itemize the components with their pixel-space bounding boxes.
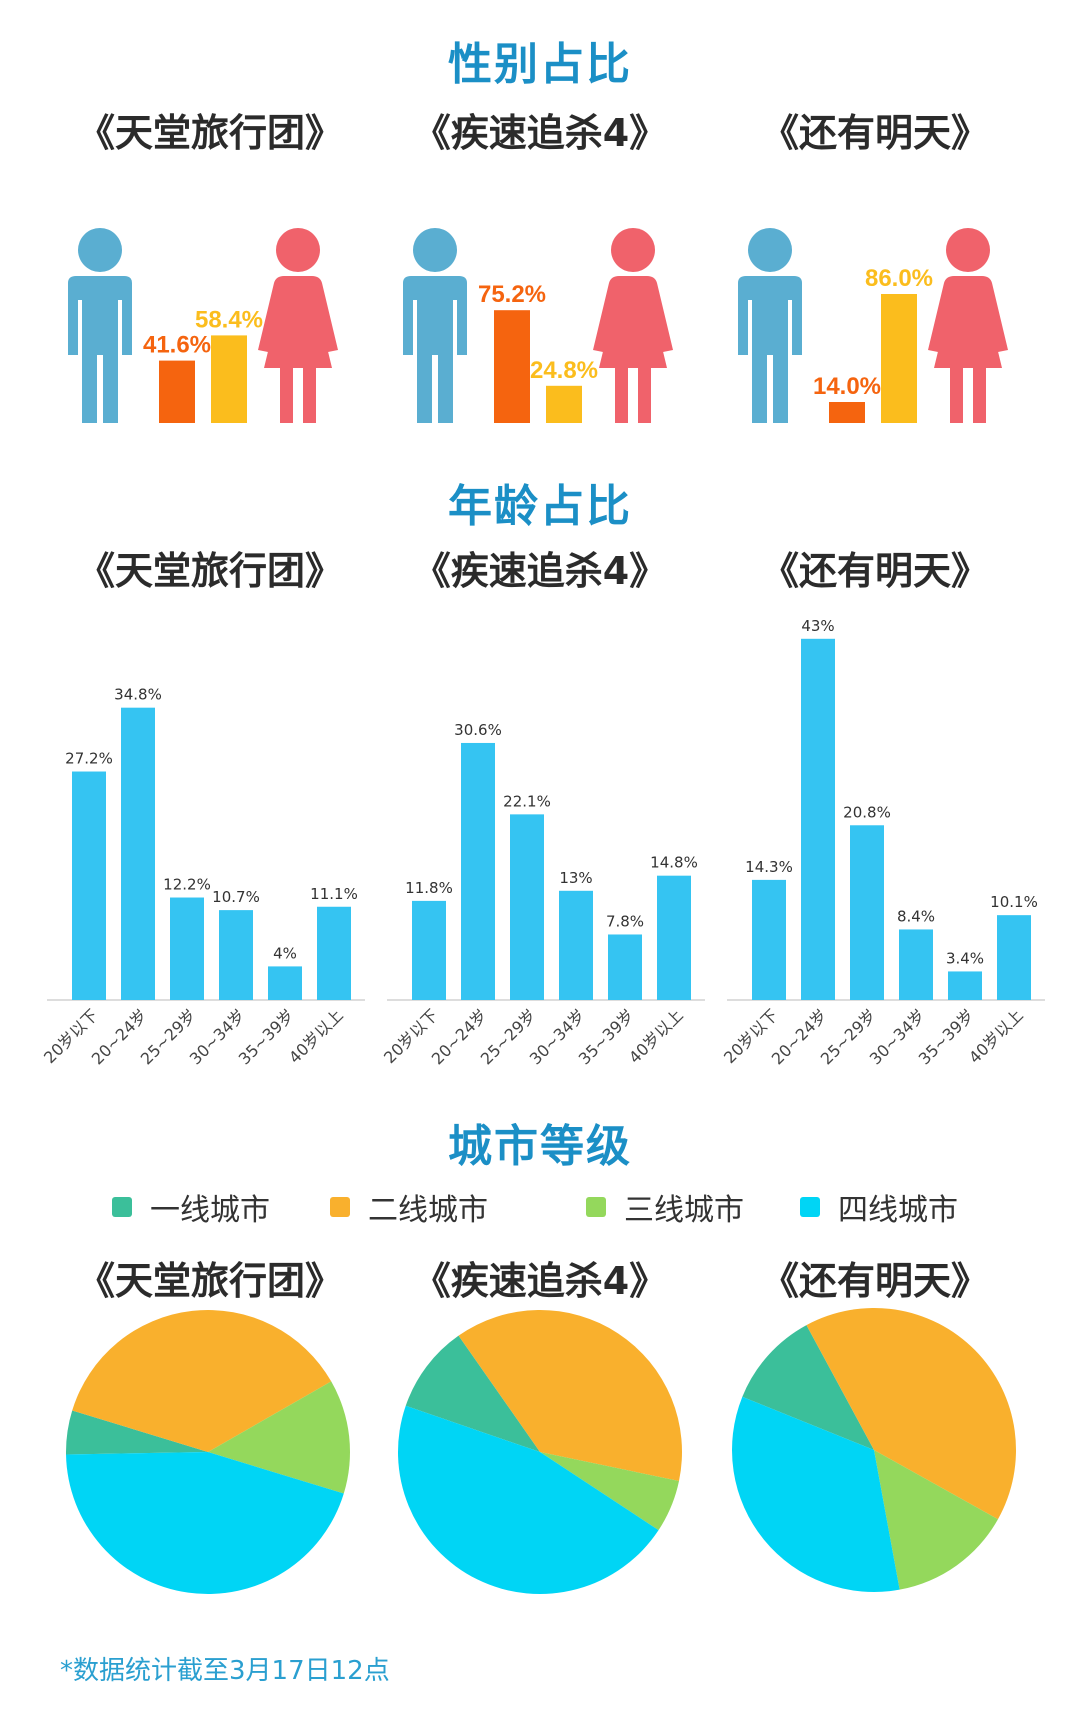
age-bar-label: 20.8% [843, 803, 891, 821]
gender-section-title: 性别占比 [448, 39, 632, 90]
female-bar [546, 385, 582, 423]
pie-slice [72, 1310, 332, 1452]
pie-slice [540, 1452, 679, 1531]
male-bar-label: 14.0% [813, 373, 881, 400]
male-icon [738, 228, 802, 423]
gender-film-title-1: 《天堂旅行团》 [76, 111, 343, 155]
age-bar [317, 906, 351, 1000]
age-bar-label: 11.8% [405, 879, 453, 897]
age-chart: 27.2%20岁以下34.8%20~24岁12.2%25~29岁10.7%30~… [40, 617, 1045, 1068]
age-bar [752, 879, 786, 1000]
city-film-title-2: 《疾速追杀4》 [412, 1259, 668, 1303]
age-bar [850, 825, 884, 1000]
age-bar-label: 11.1% [310, 885, 358, 903]
age-bar [72, 771, 106, 1000]
female-bar-label: 86.0% [865, 265, 933, 292]
age-section-title: 年龄占比 [448, 481, 632, 532]
age-bar [461, 742, 495, 1000]
male-bar [494, 310, 530, 423]
pie-slice [405, 1335, 540, 1452]
footnote: *数据统计截至3月17日12点 [60, 1656, 390, 1686]
age-bar [412, 900, 446, 1000]
age-bar-label: 22.1% [503, 792, 551, 810]
age-bar [268, 966, 302, 1000]
age-bar-label: 14.3% [745, 858, 793, 876]
pie-slice [208, 1381, 350, 1494]
legend-label-tier1: 一线城市 [150, 1193, 270, 1228]
male-bar [159, 360, 195, 423]
pie-slice [66, 1410, 208, 1455]
age-bar [170, 897, 204, 1000]
city-film-title-1: 《天堂旅行团》 [76, 1259, 343, 1303]
female-bar-label: 24.8% [530, 357, 598, 384]
age-bar-label: 12.2% [163, 876, 211, 894]
female-icon [258, 228, 338, 423]
gender-chart: 41.6%58.4% 75.2% 24.8% 14.0% 86.0% [68, 228, 1008, 423]
city-pie-charts [66, 1308, 1017, 1595]
pie-slice [397, 1405, 659, 1595]
city-legend: 一线城市 二线城市 三线城市 四线城市 [0, 1185, 1080, 1228]
male-bar-label: 75.2% [478, 281, 546, 308]
age-bar-label: 10.7% [212, 888, 260, 906]
legend-item-tier4: 四线城市 [800, 1185, 958, 1229]
legend-item-tier1: 一线城市 [112, 1185, 270, 1229]
age-bar [801, 638, 835, 1000]
age-tick-label: 40岁以上 [285, 1005, 347, 1067]
age-tick-label: 40岁以上 [625, 1005, 687, 1067]
age-bar-label: 30.6% [454, 721, 502, 739]
age-bar [510, 814, 544, 1000]
age-bar-label: 3.4% [946, 949, 984, 967]
age-bar [997, 915, 1031, 1000]
legend-label-tier3: 三线城市 [624, 1193, 744, 1228]
pie-slice [458, 1310, 682, 1482]
legend-swatch-tier4 [800, 1197, 820, 1217]
pie-slice [806, 1308, 1017, 1520]
age-bar [559, 890, 593, 1000]
age-film-title-1: 《天堂旅行团》 [76, 549, 343, 593]
age-bar [121, 707, 155, 1000]
legend-label-tier2: 二线城市 [368, 1193, 488, 1228]
female-bar-label: 58.4% [195, 306, 263, 333]
age-bar-label: 34.8% [114, 686, 162, 704]
age-bar [657, 875, 691, 1000]
legend-item-tier3: 三线城市 [586, 1185, 744, 1229]
age-bar [899, 929, 933, 1000]
female-icon [928, 228, 1008, 423]
age-bar-label: 43% [801, 617, 834, 635]
age-bar [219, 910, 253, 1000]
age-bar [948, 971, 982, 1000]
legend-item-tier2: 二线城市 [330, 1185, 488, 1229]
female-bar [881, 294, 917, 423]
age-bar-label: 10.1% [990, 893, 1038, 911]
male-icon [68, 228, 132, 423]
city-film-title-3: 《还有明天》 [760, 1259, 989, 1303]
age-bar-label: 4% [273, 944, 297, 962]
pie-slice [732, 1396, 900, 1592]
male-bar [829, 402, 865, 423]
male-icon [403, 228, 467, 423]
male-bar-label: 41.6% [143, 332, 211, 359]
female-icon [593, 228, 673, 423]
age-bar-label: 13% [559, 869, 592, 887]
age-bar-label: 7.8% [606, 912, 644, 930]
age-tick-label: 40岁以上 [965, 1005, 1027, 1067]
female-bar [211, 335, 247, 423]
age-film-title-2: 《疾速追杀4》 [412, 549, 668, 593]
legend-swatch-tier1 [112, 1197, 132, 1217]
legend-label-tier4: 四线城市 [838, 1193, 958, 1228]
pie-slice [874, 1450, 998, 1590]
legend-swatch-tier2 [330, 1197, 350, 1217]
city-section-title: 城市等级 [448, 1121, 632, 1172]
pie-slice [66, 1452, 344, 1594]
age-bar-label: 8.4% [897, 907, 935, 925]
legend-swatch-tier3 [586, 1197, 606, 1217]
age-bar-label: 14.8% [650, 854, 698, 872]
gender-film-title-2: 《疾速追杀4》 [412, 111, 668, 155]
age-film-title-3: 《还有明天》 [760, 549, 989, 593]
age-bar-label: 27.2% [65, 750, 113, 768]
age-bar [608, 934, 642, 1000]
gender-film-title-3: 《还有明天》 [760, 111, 989, 155]
pie-slice [742, 1325, 874, 1450]
